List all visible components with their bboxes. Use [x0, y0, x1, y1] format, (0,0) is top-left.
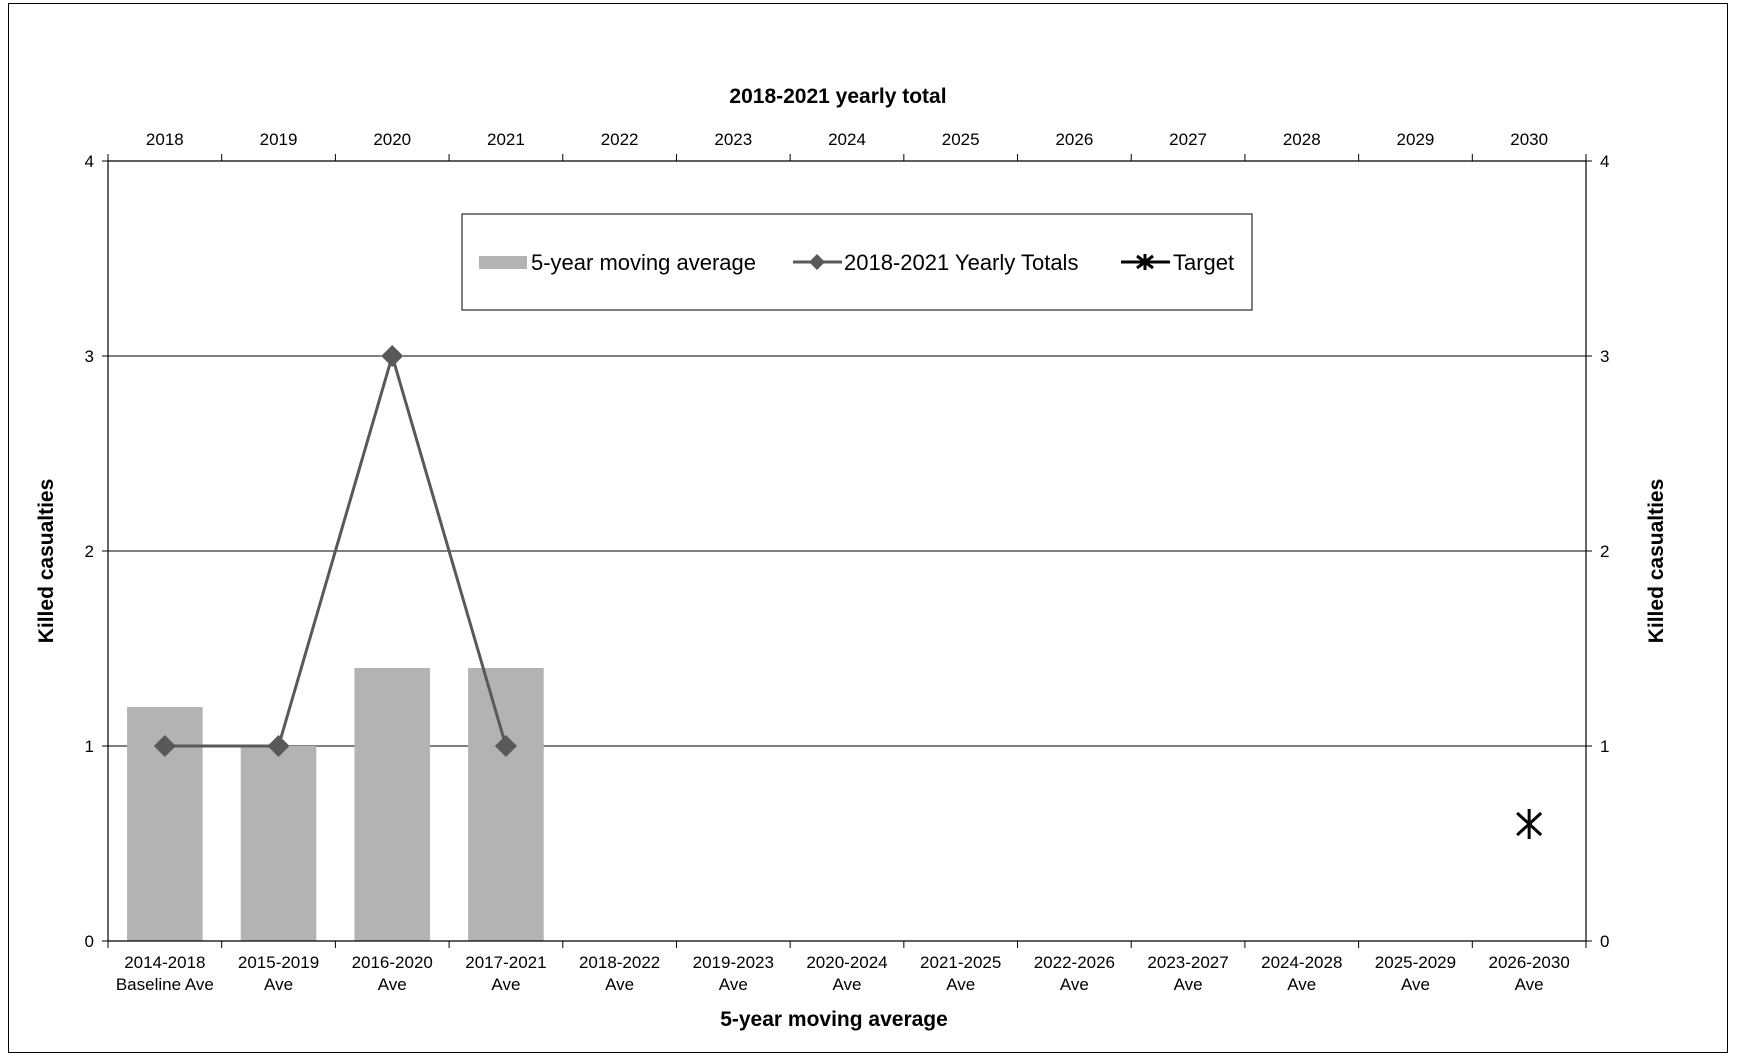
legend-label-target: Target — [1173, 250, 1234, 275]
target-point-asterisk — [1516, 809, 1543, 839]
x-tick-label-line1: 2015-2019 — [238, 953, 319, 972]
top-tick-label: 2021 — [487, 130, 525, 149]
x-tick-label-line1: 2020-2024 — [806, 953, 887, 972]
legend-marker-diamond — [809, 254, 825, 270]
bar — [240, 746, 317, 941]
x-tick-label-line1: 2023-2027 — [1147, 953, 1228, 972]
line-series — [153, 345, 517, 757]
x-tick-label-line1: 2024-2028 — [1261, 953, 1342, 972]
top-tick-label: 2022 — [601, 130, 639, 149]
y-tick-label-left: 0 — [85, 932, 94, 951]
x-tick-label-line2: Ave — [1060, 975, 1089, 994]
y-tick-label-left: 3 — [85, 347, 94, 366]
x-tick-label-line2: Ave — [719, 975, 748, 994]
top-tick-label: 2023 — [714, 130, 752, 149]
top-tick-label: 2019 — [260, 130, 298, 149]
bar — [354, 668, 431, 941]
x-tick-label-line2: Ave — [378, 975, 407, 994]
legend-box — [461, 213, 1253, 311]
top-axis-title: 2018-2021 yearly total — [729, 85, 946, 108]
y-tick-label-left: 1 — [85, 737, 94, 756]
x-tick-label-line2: Ave — [833, 975, 862, 994]
tick-labels: 0 0 1 1 2 2 3 3 4 4 2014-2018 Baseline Ave 2015-2019… — [85, 130, 1610, 994]
x-axis-title: 5-year moving average — [720, 1008, 948, 1031]
top-tick-label: 2027 — [1169, 130, 1207, 149]
legend-label-line: 2018-2021 Yearly Totals — [844, 250, 1078, 275]
x-tick-label-line1: 2019-2023 — [693, 953, 774, 972]
y-tick-label-right: 2 — [1600, 542, 1609, 561]
top-tick-label: 2025 — [942, 130, 980, 149]
top-tick-label: 2026 — [1055, 130, 1093, 149]
y-axis-title-right: Killed casualties — [1645, 479, 1668, 644]
y-axis-title-left: Killed casualties — [35, 479, 58, 644]
chart-frame — [8, 3, 1728, 1053]
y-tick-label-left: 2 — [85, 542, 94, 561]
x-tick-label-line1: 2017-2021 — [465, 953, 546, 972]
x-tick-label-line1: 2025-2029 — [1375, 953, 1456, 972]
y-tick-label-right: 1 — [1600, 737, 1609, 756]
x-tick-label-line2: Ave — [264, 975, 293, 994]
x-tick-label-line1: 2022-2026 — [1034, 953, 1115, 972]
bar — [468, 668, 544, 941]
y-tick-label-right: 0 — [1600, 932, 1609, 951]
y-tick-label-right: 4 — [1600, 152, 1609, 171]
y-tick-label-left: 4 — [85, 152, 94, 171]
top-tick-label: 2028 — [1283, 130, 1321, 149]
bar-series — [127, 668, 544, 941]
x-tick-label-line2: Ave — [1401, 975, 1430, 994]
target-series — [1516, 809, 1543, 839]
x-tick-label-line2: Ave — [1174, 975, 1203, 994]
line-point-diamond — [267, 735, 290, 757]
top-tick-label: 2024 — [828, 130, 866, 149]
x-tick-label-line2: Ave — [1287, 975, 1316, 994]
line-point-diamond — [494, 735, 517, 757]
axes — [102, 154, 1592, 948]
x-tick-label-line1: 2026-2030 — [1488, 953, 1569, 972]
legend-label-bar: 5-year moving average — [531, 250, 756, 275]
top-tick-label: 2029 — [1397, 130, 1435, 149]
y-tick-label-right: 3 — [1600, 347, 1609, 366]
legend-swatch-bar — [479, 256, 527, 269]
top-tick-label: 2018 — [146, 130, 184, 149]
x-tick-label-line2: Baseline Ave — [116, 975, 214, 994]
x-tick-label-line1: 2016-2020 — [352, 953, 433, 972]
x-tick-label-line1: 2018-2022 — [579, 953, 660, 972]
series-line — [164, 350, 508, 748]
x-tick-label-line2: Ave — [1515, 975, 1544, 994]
legend-marker-asterisk — [1136, 254, 1154, 270]
top-tick-label: 2020 — [373, 130, 411, 149]
line-point-diamond — [381, 345, 404, 367]
legend: 5-year moving average 2018-2021 Yearly T… — [461, 213, 1253, 311]
x-tick-label-line1: 2014-2018 — [124, 953, 205, 972]
x-tick-label-line2: Ave — [491, 975, 520, 994]
x-tick-label-line2: Ave — [946, 975, 975, 994]
x-tick-label-line2: Ave — [605, 975, 634, 994]
top-tick-label: 2030 — [1510, 130, 1548, 149]
x-tick-label-line1: 2021-2025 — [920, 953, 1001, 972]
line-point-diamond — [153, 735, 176, 757]
